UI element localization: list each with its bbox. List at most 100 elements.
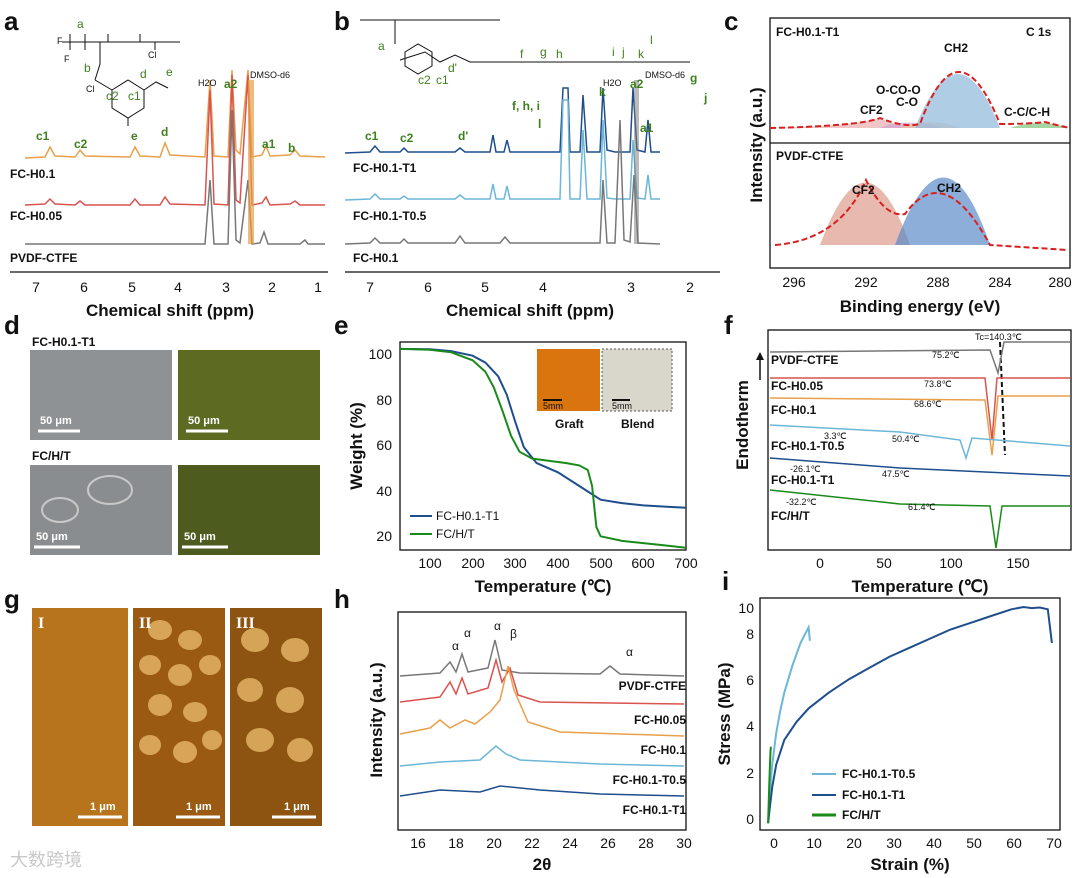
xrd-label-3: FC-H0.1-T0.5 xyxy=(613,773,687,787)
svg-text:2: 2 xyxy=(268,279,276,295)
svg-text:6: 6 xyxy=(746,672,754,688)
panel-i-label: i xyxy=(722,566,729,596)
svg-text:c1: c1 xyxy=(436,73,449,87)
dsc-fcht xyxy=(769,489,1070,549)
xps-sample-bottom: PVDF-CTFE xyxy=(776,149,843,163)
svg-text:50: 50 xyxy=(876,555,892,571)
peak-a-dmso: DMSO-d6 xyxy=(250,70,290,80)
svg-text:30: 30 xyxy=(886,835,902,851)
phase-label-0: α xyxy=(452,639,459,653)
svg-text:f: f xyxy=(520,47,524,61)
afm-scale-2: 1 μm xyxy=(186,801,212,813)
tga-series xyxy=(399,347,687,549)
panel-h-xlabel: 2θ xyxy=(533,855,552,874)
svg-text:500: 500 xyxy=(589,555,613,571)
dsc-ann-5: -26.1℃ xyxy=(790,464,821,474)
svg-text:20: 20 xyxy=(376,528,392,544)
xps-top-ch2: CH2 xyxy=(944,41,968,55)
dsc-pvdf xyxy=(769,341,1070,376)
afm-image-1 xyxy=(32,608,128,826)
struct-label-c1: c1 xyxy=(128,89,141,103)
svg-text:d': d' xyxy=(448,61,457,75)
panel-c-label: c xyxy=(724,6,738,36)
xps-title: C 1s xyxy=(1026,25,1052,39)
svg-text:1: 1 xyxy=(314,279,322,295)
xrd-fch01 xyxy=(399,665,685,737)
peak-b-g: g xyxy=(690,71,697,85)
svg-text:80: 80 xyxy=(376,392,392,408)
dsc-ann-4: 50.4℃ xyxy=(892,434,920,444)
nmr-a-trace-pvdf xyxy=(25,109,325,245)
svg-text:20: 20 xyxy=(846,835,862,851)
svg-text:2: 2 xyxy=(746,765,754,781)
phase-label-1: α xyxy=(464,626,471,640)
dsc-ann-0: 75.2℃ xyxy=(932,350,960,360)
afm-scale-3: 1 μm xyxy=(284,801,310,813)
svg-text:30: 30 xyxy=(676,835,692,851)
svg-text:288: 288 xyxy=(926,274,950,290)
svg-text:10: 10 xyxy=(806,835,822,851)
svg-text:28: 28 xyxy=(638,835,654,851)
panel-e-ylabel: Weight (%) xyxy=(347,402,366,490)
svg-text:26: 26 xyxy=(600,835,616,851)
panel-b-structure xyxy=(360,19,690,75)
panel-h-label: h xyxy=(334,584,350,614)
tga-series-1 xyxy=(399,347,687,549)
svg-text:0: 0 xyxy=(770,835,778,851)
legend-i-1: FC-H0.1-T1 xyxy=(842,788,906,802)
svg-text:4: 4 xyxy=(174,279,182,295)
svg-text:k: k xyxy=(638,47,645,61)
xrd-fch005 xyxy=(399,657,685,705)
xps-bottom-cf2: CF2 xyxy=(852,183,875,197)
stress-strain-series-2 xyxy=(767,746,772,824)
peak-b-h2o: H2O xyxy=(603,78,622,88)
afm-numeral-1: I xyxy=(38,615,44,632)
peak-a-a1: a1 xyxy=(262,137,276,151)
struct-label-b: b xyxy=(84,61,91,75)
stress-strain-series xyxy=(767,605,1053,824)
peak-b-a2: a2 xyxy=(630,77,644,91)
svg-text:4: 4 xyxy=(539,279,547,295)
svg-text:300: 300 xyxy=(503,555,527,571)
svg-text:4: 4 xyxy=(746,718,754,734)
struct-label-c2: c2 xyxy=(106,89,119,103)
panel-e: e 100 80 60 40 20 100 200 300 400 500 60… xyxy=(334,310,698,596)
dsc-ann-3: 3.3℃ xyxy=(824,431,847,441)
panel-a-structure xyxy=(62,34,180,126)
xrd-label-2: FC-H0.1 xyxy=(641,743,687,757)
panel-d: d FC-H0.1-T1 FC/H/T 50 μm 50 μm 50 μm 50… xyxy=(4,310,320,555)
trace-a-label-1: FC-H0.05 xyxy=(10,209,62,223)
svg-text:Cl: Cl xyxy=(148,50,157,60)
svg-text:24: 24 xyxy=(562,835,578,851)
panel-b-xticks: 7 6 5 4 3 2 xyxy=(366,279,694,295)
peak-b-a1: a1 xyxy=(640,121,654,135)
panel-i: i 0 2 4 6 8 10 0 10 20 30 40 50 60 70 St… xyxy=(715,566,1062,874)
xrd-pvdf xyxy=(399,639,685,677)
dsc-label-0: PVDF-CTFE xyxy=(771,353,838,367)
stress-strain-series-0 xyxy=(767,623,811,824)
xps-top-envelope xyxy=(769,71,1071,129)
afm-image-2 xyxy=(133,608,225,826)
panel-d-label: d xyxy=(4,310,20,340)
panel-b-xlabel: Chemical shift (ppm) xyxy=(446,301,614,320)
struct-label-d: d xyxy=(140,67,147,81)
xrd-t1 xyxy=(399,785,685,797)
panel-a: a F F Cl Cl a b c2 c1 d e c1 c2 e d H2O … xyxy=(4,6,328,320)
phase-label-2: α xyxy=(494,619,501,633)
peak-b-d: d' xyxy=(458,129,468,143)
panel-f-ylabel: Endotherm xyxy=(733,380,752,470)
legend-i-0: FC-H0.1-T0.5 xyxy=(842,767,916,781)
peak-b-k: k xyxy=(599,85,606,99)
dsc-ann-6: 47.5℃ xyxy=(882,469,910,479)
panel-g: g I II III 1 μm 1 μm 1 μm xyxy=(4,584,322,826)
dsc-ann-2: 68.6℃ xyxy=(914,399,942,409)
panel-a-label: a xyxy=(4,6,19,36)
scale-d-2: 50 μm xyxy=(188,415,220,427)
dsc-ann-1: 73.8℃ xyxy=(924,379,952,389)
svg-text:g: g xyxy=(540,45,547,59)
xps-top-co: C-O xyxy=(896,95,918,109)
scale-d-4: 50 μm xyxy=(184,531,216,543)
trace-b-label-1: FC-H0.1-T0.5 xyxy=(353,209,427,223)
afm-scale-1: 1 μm xyxy=(90,801,116,813)
